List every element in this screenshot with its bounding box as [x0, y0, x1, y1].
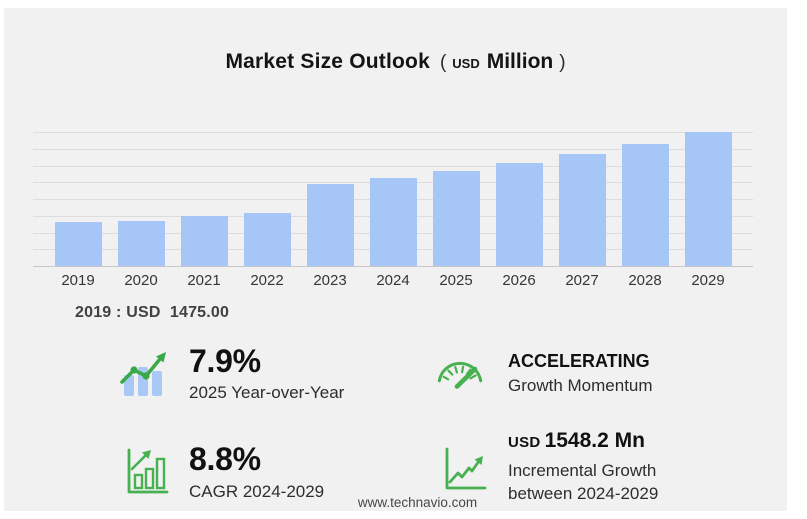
stat-yoy-value: 7.9% [189, 343, 261, 379]
title-text: Market Size Outlook [225, 50, 430, 73]
stat-yoy: 7.9% 2025 Year-over-Year [189, 345, 344, 403]
bar-2020 [117, 220, 165, 266]
website-url: www.technavio.com [357, 495, 478, 510]
stat-momentum-label: Growth Momentum [508, 376, 653, 395]
x-label-2024: 2024 [376, 272, 410, 289]
bar-2025 [432, 171, 480, 266]
bar-2021 [180, 216, 228, 266]
gridline [33, 165, 753, 167]
x-label-2022: 2022 [250, 272, 284, 289]
stat-incremental-prefix: USD [508, 434, 541, 451]
stat-cagr: 8.8% CAGR 2024-2029 [189, 443, 324, 502]
title-unit-scale: Million [486, 50, 554, 73]
title-paren-open: ( [439, 52, 447, 73]
bar-2027 [558, 153, 606, 266]
gridline [33, 148, 753, 150]
stat-momentum: ACCELERATING Growth Momentum [508, 352, 653, 396]
stat-momentum-value: ACCELERATING [508, 351, 650, 371]
base-year-value: 2019 : USD 1475.00 [75, 304, 230, 321]
stat-cagr-label: CAGR 2024-2029 [189, 482, 325, 501]
x-label-2028: 2028 [628, 272, 662, 289]
x-label-2023: 2023 [313, 272, 347, 289]
title-paren-close: ) [559, 52, 566, 73]
bar-2028 [621, 143, 669, 266]
stat-incremental: USD 1548.2 Mn Incremental Growth between … [508, 429, 658, 503]
line-chart-growth-icon [440, 446, 488, 499]
bar-2019 [54, 222, 102, 266]
bars-uptrend-icon [120, 348, 174, 401]
stat-incremental-label-line2: between 2024-2029 [508, 483, 659, 503]
stat-incremental-label-line1: Incremental Growth [508, 461, 657, 480]
x-label-2026: 2026 [502, 272, 536, 289]
x-label-2021: 2021 [187, 272, 221, 289]
stat-incremental-value: 1548.2 Mn [544, 429, 645, 452]
stat-yoy-label: 2025 Year-over-Year [189, 383, 345, 402]
bar-2023 [306, 184, 354, 266]
stat-cagr-value: 8.8% [189, 441, 261, 477]
gridline [33, 132, 753, 133]
page-title: Market Size Outlook ( USD Million ) [4, 50, 787, 74]
bar-2024 [369, 178, 417, 266]
bar-chart-growth-icon [121, 446, 173, 501]
x-label-2029: 2029 [691, 272, 725, 289]
x-axis-line [33, 266, 753, 267]
x-label-2019: 2019 [61, 272, 95, 289]
x-label-2020: 2020 [124, 272, 158, 289]
x-label-2025: 2025 [439, 272, 473, 289]
bar-2022 [243, 212, 291, 266]
title-unit-currency: USD [452, 56, 480, 71]
x-label-2027: 2027 [565, 272, 599, 289]
bar-2029 [684, 132, 732, 266]
speedometer-icon [432, 353, 488, 400]
bar-2026 [495, 163, 543, 266]
infographic-panel: Market Size Outlook ( USD Million ) 2019… [4, 8, 787, 511]
stat-incremental-value-row: USD 1548.2 Mn [508, 429, 658, 453]
bar-chart-plot: 2019 2020 2021 2022 2023 2024 2025 2026 2027 2028… [33, 132, 753, 289]
